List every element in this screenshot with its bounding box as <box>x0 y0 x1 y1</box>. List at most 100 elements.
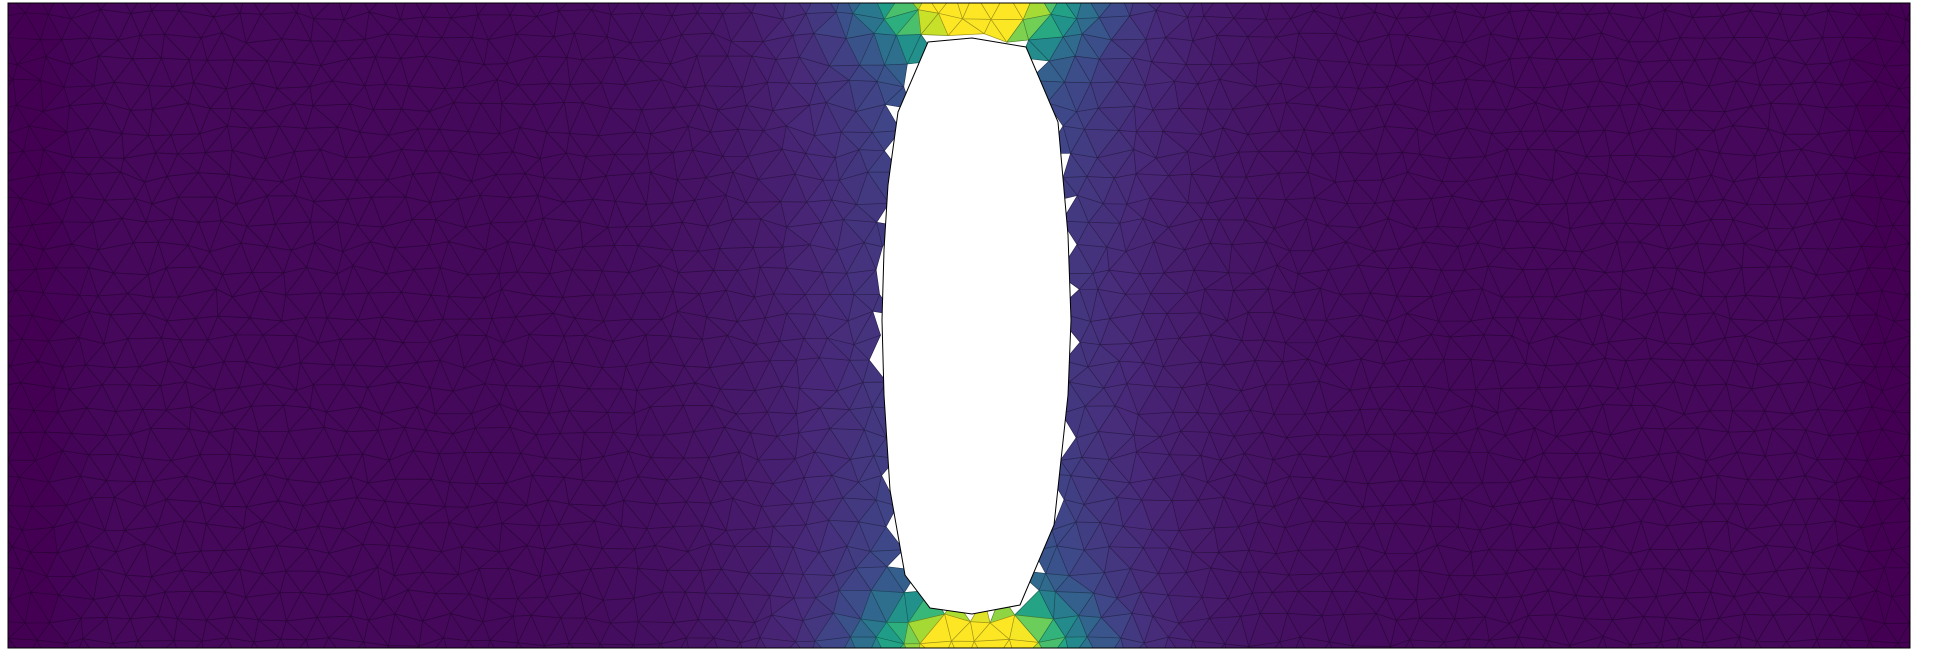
mesh-element <box>1921 521 1951 549</box>
mesh-element <box>175 3 187 12</box>
mesh-element <box>1912 335 1933 367</box>
mesh-element <box>607 3 620 16</box>
mesh-element <box>1935 40 1952 63</box>
mesh-element <box>0 243 2 271</box>
mesh-element <box>0 196 6 228</box>
mesh-element <box>1933 452 1952 479</box>
mesh-element <box>0 221 6 243</box>
mesh-element <box>1914 381 1941 413</box>
mesh-element <box>1921 544 1951 568</box>
mesh-element <box>1934 337 1952 362</box>
mesh-element <box>1922 568 1950 597</box>
mesh-element <box>1940 410 1952 429</box>
mesh-element <box>1929 340 1952 367</box>
mesh-element <box>125 3 138 15</box>
mesh-element <box>525 3 545 18</box>
mesh-element <box>0 387 7 408</box>
mesh-element <box>555 3 568 12</box>
mesh-element <box>0 38 7 61</box>
mesh-element <box>950 640 975 648</box>
mesh-element <box>0 270 2 295</box>
mesh-element <box>1941 362 1952 389</box>
mesh-element <box>1912 568 1945 593</box>
mesh-element <box>0 502 7 522</box>
mesh-element <box>1909 434 1910 437</box>
mesh-element <box>1944 548 1952 575</box>
mesh-element <box>1936 178 1952 202</box>
mesh-element <box>0 317 3 345</box>
mesh-element <box>0 112 5 135</box>
mesh-element <box>1916 63 1934 85</box>
elliptical-hole <box>881 37 1072 615</box>
mesh-element <box>1914 521 1933 544</box>
mesh-element <box>1915 640 1944 650</box>
mesh-element <box>1906 294 1910 301</box>
mesh-element <box>1659 3 1674 11</box>
mesh-element <box>1924 410 1950 428</box>
mesh-element <box>1914 85 1935 109</box>
mesh-element <box>0 179 3 197</box>
mesh-element <box>1930 640 1950 650</box>
mesh-element <box>1942 11 1952 40</box>
mesh-element <box>1922 593 1950 621</box>
mesh-element <box>637 3 650 14</box>
mesh-element <box>1924 477 1952 504</box>
mesh-element <box>1937 271 1952 296</box>
mesh-element <box>1908 243 1910 246</box>
mesh-element <box>1912 318 1933 340</box>
mesh-element <box>1878 3 1892 15</box>
mesh-element <box>1912 150 1941 179</box>
mesh-element <box>0 295 3 320</box>
mesh-element <box>1935 103 1952 134</box>
mesh-element <box>1904 19 1910 23</box>
mesh-element <box>8 458 9 461</box>
mesh-element <box>1912 544 1945 568</box>
mesh-element <box>1940 428 1952 452</box>
mesh-element <box>1914 367 1941 382</box>
mesh-element <box>1944 568 1952 597</box>
mesh-element <box>1920 428 1947 455</box>
mesh-element <box>1899 3 1910 21</box>
mesh-element <box>1943 597 1952 621</box>
mesh-element <box>1905 11 1910 21</box>
mesh-element <box>1756 641 1788 648</box>
mesh-element <box>1916 34 1934 65</box>
mesh-element <box>1902 19 1910 44</box>
mesh-element <box>0 155 3 181</box>
mesh-element <box>1933 505 1952 525</box>
mesh-element <box>1942 0 1952 18</box>
mesh-element <box>692 3 703 14</box>
mesh-element <box>1908 201 1910 206</box>
mesh-element <box>1943 644 1952 650</box>
mesh-element <box>1920 178 1951 197</box>
mesh-element <box>1918 476 1934 499</box>
mesh-element <box>1926 247 1946 275</box>
mesh-element <box>583 3 596 11</box>
mesh-element <box>8 637 10 639</box>
mesh-element <box>1931 18 1952 40</box>
mesh-element <box>253 3 271 15</box>
mesh-element <box>1604 3 1616 14</box>
mesh-element <box>1924 499 1952 521</box>
mesh-element <box>0 475 7 505</box>
mesh-element <box>1920 452 1947 478</box>
mesh-element <box>883 63 908 88</box>
mesh-element <box>1362 3 1378 13</box>
mesh-element <box>8 637 10 640</box>
mesh-element <box>0 18 7 42</box>
mesh-element <box>1848 3 1865 16</box>
mesh-element <box>848 3 861 15</box>
mesh-element <box>1921 317 1949 340</box>
mesh-element <box>1924 383 1950 414</box>
mesh-element <box>1824 3 1835 12</box>
mesh-element <box>1309 3 1323 12</box>
mesh-element <box>0 406 7 434</box>
mesh-element <box>1918 454 1934 477</box>
mesh-element <box>1908 241 1910 244</box>
mesh-element <box>1928 103 1949 134</box>
mesh-element <box>1933 521 1952 549</box>
mesh-element <box>0 134 5 155</box>
mesh-element <box>96 3 108 10</box>
